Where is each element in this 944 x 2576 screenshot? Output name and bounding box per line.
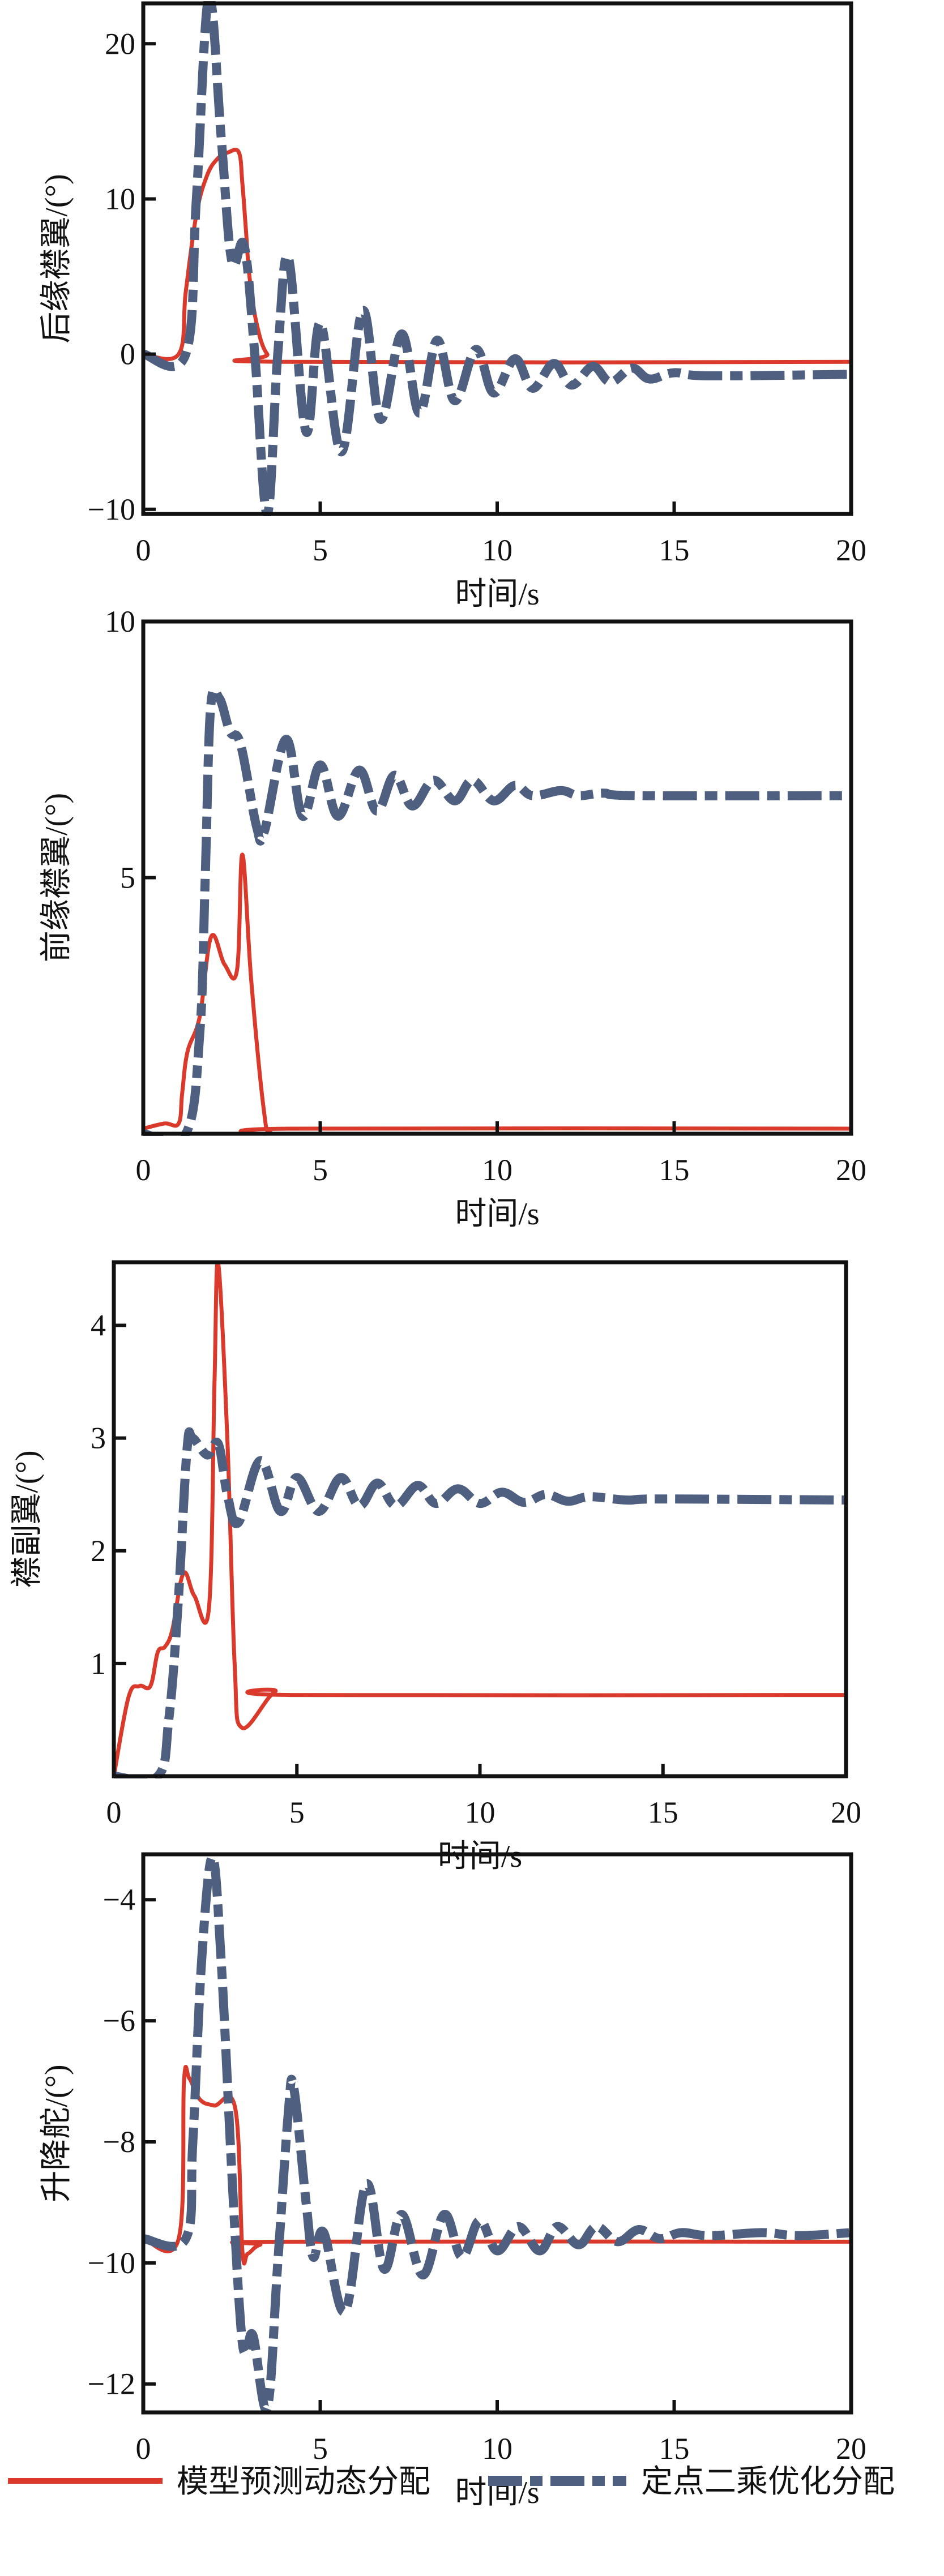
panel-flaperon: 0 5 10 15 20 1 2 3 4 时间/s 襟副翼/(°) (10, 1260, 861, 1874)
series-line-model-predictive (143, 147, 851, 365)
x-tick-label: 0 (106, 1795, 122, 1829)
x-tick-label: 0 (136, 533, 151, 567)
legend: 模型预测动态分配 定点二乘优化分配 (8, 2464, 895, 2500)
y-tick-label: −12 (88, 2367, 135, 2401)
y-tick-label: −6 (103, 2004, 135, 2038)
y-tick-label: 1 (91, 1647, 106, 1681)
x-tick-label: 10 (465, 1795, 496, 1829)
series-group (143, 1, 851, 516)
y-tick-label: 2 (91, 1534, 106, 1568)
y-tick-label: 3 (91, 1421, 106, 1455)
y-tick-label: −8 (103, 2125, 135, 2159)
y-tick-label: 10 (105, 182, 135, 216)
x-tick-label: 5 (313, 1153, 328, 1187)
axes-frame (141, 619, 853, 1136)
x-tick-label: 15 (659, 1153, 690, 1187)
x-tick-label: 20 (831, 1795, 861, 1829)
series-group (143, 1853, 851, 2415)
y-tick-label: −4 (103, 1883, 135, 1917)
legend-label-fixed-point: 定点二乘优化分配 (641, 2464, 895, 2500)
x-tick-label: 10 (482, 533, 512, 567)
x-axis-title: 时间/s (455, 1197, 539, 1232)
y-tick-label: 5 (120, 861, 135, 895)
x-tick-label: 10 (482, 1153, 512, 1187)
y-tick-label: 0 (120, 337, 135, 371)
x-tick-label: 10 (482, 2432, 512, 2466)
y-tick-label: 4 (91, 1309, 106, 1343)
series-line-model-predictive (143, 2064, 851, 2266)
x-tick-label: 0 (136, 2432, 151, 2466)
x-tick-label: 15 (659, 2432, 690, 2466)
series-line-fixed-point (143, 1853, 851, 2415)
x-tick-label: 20 (836, 1153, 866, 1187)
x-tick-label: 20 (836, 533, 866, 567)
y-axis-title: 前缘襟翼/(°) (39, 793, 74, 962)
y-axis-title: 襟副翼/(°) (10, 1450, 45, 1588)
x-axis-title: 时间/s (438, 1839, 522, 1874)
x-tick-label: 5 (313, 533, 328, 567)
series-group (114, 1260, 846, 1778)
x-tick-label: 15 (648, 1795, 678, 1829)
series-line-fixed-point (114, 1427, 846, 1778)
series-line-model-predictive (143, 852, 851, 1136)
x-tick-label: 5 (313, 2432, 328, 2466)
series-line-fixed-point (143, 1, 851, 516)
series-group (143, 685, 851, 1136)
y-axis-title: 后缘襟翼/(°) (39, 174, 74, 343)
y-tick-label: −10 (88, 492, 135, 526)
series-line-model-predictive (114, 1260, 846, 1777)
x-tick-label: 0 (136, 1153, 151, 1187)
legend-label-model-predictive: 模型预测动态分配 (177, 2464, 430, 2500)
x-axis-title: 时间/s (455, 577, 539, 612)
y-tick-label: −10 (88, 2246, 135, 2280)
axes-frame (141, 1852, 853, 2415)
panel-leading-edge-flap: 0 5 10 15 20 5 10 时间/s 前缘襟翼/(°) (39, 605, 866, 1232)
y-axis-title: 升降舵/(°) (39, 2064, 74, 2202)
x-tick-label: 5 (289, 1795, 305, 1829)
series-line-fixed-point (143, 685, 851, 1136)
y-tick-label: 20 (105, 27, 135, 61)
x-tick-label: 20 (836, 2432, 866, 2466)
x-tick-label: 15 (659, 533, 690, 567)
y-tick-label: 10 (105, 605, 135, 638)
